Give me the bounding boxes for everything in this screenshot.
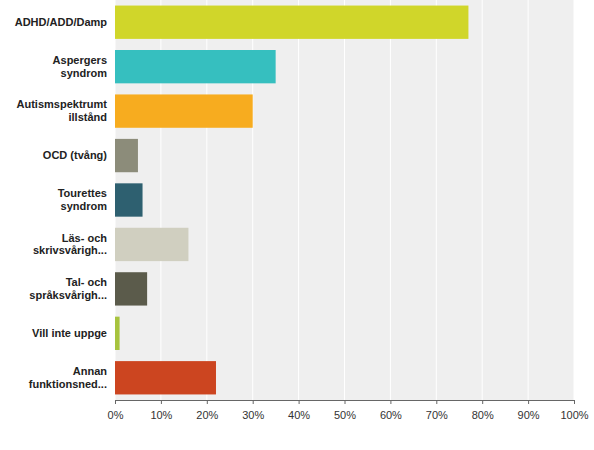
y-tick-label-line: Autismspektrumt (17, 98, 108, 110)
bar (115, 94, 253, 127)
x-tick: 50% (334, 400, 356, 421)
x-tick-mark (115, 400, 116, 404)
y-tick-label-line: Vill inte uppge (32, 327, 107, 339)
x-tick-label: 30% (242, 409, 264, 421)
y-tick-label: Vill inte uppge (32, 327, 107, 339)
x-tick-label: 40% (288, 409, 310, 421)
x-tick-mark (253, 400, 254, 404)
y-tick-label-line: Annan (73, 365, 108, 377)
y-tick-label-line: skrivsvårigh... (33, 244, 107, 256)
y-tick: Aspergerssyndrom (53, 54, 115, 79)
x-tick: 80% (472, 400, 494, 421)
x-tick-label: 0% (108, 409, 124, 421)
bar (115, 139, 138, 172)
x-tick-mark (345, 400, 346, 404)
bar (115, 183, 143, 216)
grid-line (482, 0, 483, 400)
plot: 0% 10% 20% 30% 40% 50% 60% 70% 80% 90% 100% ADHD/AD… (15, 0, 589, 421)
y-tick: ADHD/ADD/Damp (15, 16, 115, 28)
y-axis-line (115, 1, 116, 401)
y-tick-label-line: Aspergers (53, 54, 107, 66)
y-tick-label-line: språksvårigh... (29, 289, 107, 301)
grid-line (390, 0, 391, 400)
x-tick: 0% (108, 400, 124, 421)
y-tick-label-line: Tourettes (58, 187, 107, 199)
y-tick: Vill inte uppge (32, 327, 115, 339)
y-tick-label-line: OCD (tvång) (43, 149, 108, 161)
x-tick-mark (207, 400, 208, 404)
x-tick-label: 90% (518, 409, 540, 421)
y-tick-label: Aspergerssyndrom (53, 54, 108, 79)
grid-line (298, 0, 299, 400)
x-tick: 10% (150, 400, 172, 421)
y-tick-label-line: syndrom (61, 200, 108, 212)
y-axis: ADHD/ADD/DampAspergerssyndromAutismspekt… (15, 1, 116, 401)
y-tick-label: Läs- ochskrivsvårigh... (33, 232, 107, 257)
bars (115, 6, 468, 395)
y-tick-label-line: Tal- och (66, 276, 108, 288)
y-tick: Läs- ochskrivsvårigh... (33, 232, 115, 257)
bar (115, 50, 276, 83)
y-tick-label-line: Läs- och (62, 232, 108, 244)
y-tick-label-line: illstånd (68, 111, 107, 123)
y-tick: Annanfunktionsned... (29, 365, 115, 390)
x-tick-mark (390, 400, 391, 404)
x-axis: 0% 10% 20% 30% 40% 50% 60% 70% 80% 90% 100% (108, 400, 589, 421)
x-tick-mark (161, 400, 162, 404)
grid-line (574, 0, 575, 400)
x-tick-label: 100% (560, 409, 588, 421)
x-tick-label: 70% (426, 409, 448, 421)
x-tick-label: 60% (380, 409, 402, 421)
bar (115, 272, 147, 305)
y-tick-label: OCD (tvång) (43, 149, 108, 161)
x-tick-mark (299, 400, 300, 404)
x-tick: 60% (380, 400, 402, 421)
x-tick: 20% (196, 400, 218, 421)
plot-background (115, 0, 574, 400)
y-tick-label: Tal- ochspråksvårigh... (29, 276, 107, 301)
y-tick-label: Tourettessyndrom (58, 187, 108, 212)
x-tick: 40% (288, 400, 310, 421)
x-tick: 70% (426, 400, 448, 421)
x-tick: 30% (242, 400, 264, 421)
y-tick-label: Annanfunktionsned... (29, 365, 108, 390)
y-tick: Tal- ochspråksvårigh... (29, 276, 115, 301)
y-tick-label-line: ADHD/ADD/Damp (15, 16, 108, 28)
y-tick-label: Autismspektrumtillstånd (17, 98, 108, 123)
x-tick: 90% (518, 400, 540, 421)
y-tick-label: ADHD/ADD/Damp (15, 16, 108, 28)
bar (115, 317, 120, 350)
grid-line (344, 0, 345, 400)
bar (115, 6, 468, 39)
y-tick: OCD (tvång) (43, 149, 115, 161)
x-tick-label: 10% (150, 409, 172, 421)
x-tick-label: 50% (334, 409, 356, 421)
x-tick-label: 80% (472, 409, 494, 421)
y-tick-label-line: syndrom (61, 67, 108, 79)
grid-line (436, 0, 437, 400)
x-tick-mark (436, 400, 437, 404)
x-tick-mark (528, 400, 529, 404)
x-tick: 100% (560, 400, 588, 421)
y-tick: Autismspektrumtillstånd (17, 98, 115, 123)
x-tick-mark (574, 400, 575, 404)
grid-line (528, 0, 529, 400)
y-tick-label-line: funktionsned... (29, 378, 107, 390)
chart: 0% 10% 20% 30% 40% 50% 60% 70% 80% 90% 100% ADHD/AD… (0, 0, 594, 450)
bar (115, 361, 216, 394)
x-axis-line (116, 401, 575, 405)
x-tick-mark (482, 400, 483, 404)
bar (115, 228, 188, 261)
y-tick: Tourettessyndrom (58, 187, 115, 212)
grid (115, 0, 574, 400)
x-tick-label: 20% (196, 409, 218, 421)
